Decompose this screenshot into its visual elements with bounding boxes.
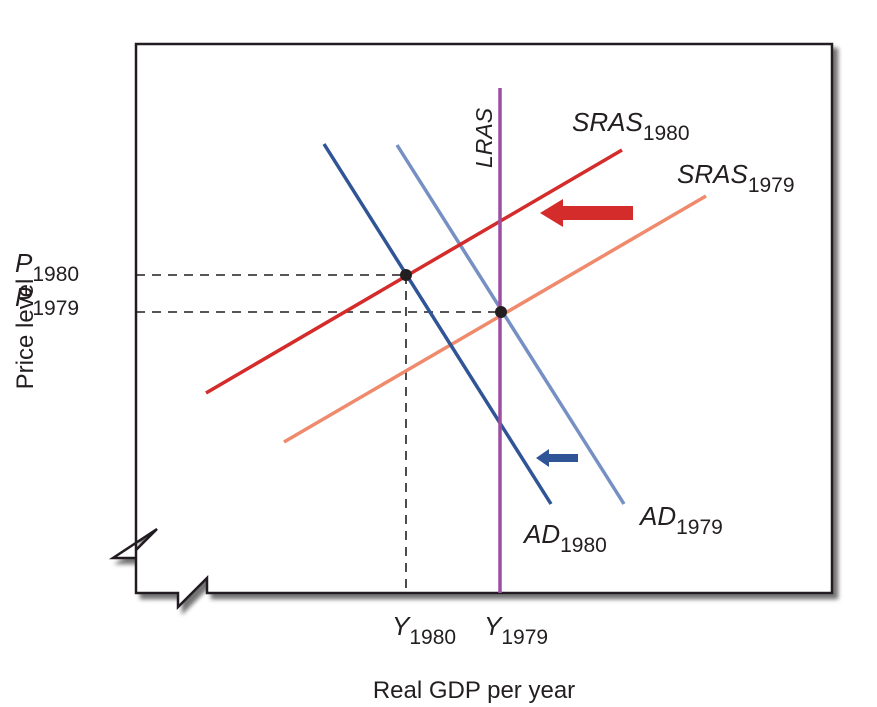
sras-1980-curve xyxy=(205,148,623,395)
ad-1980-curve xyxy=(322,143,553,505)
sras-1979-curve xyxy=(283,194,707,444)
lras-label: LRAS xyxy=(471,107,497,168)
p-1979-tick-label: P1979 xyxy=(15,282,79,320)
ad-1979-curve xyxy=(395,144,626,505)
y-axis-title: Price level xyxy=(12,279,39,390)
sras-shift-arrow xyxy=(540,199,633,227)
ad-shift-arrow xyxy=(536,449,578,467)
equilibrium-point-1980 xyxy=(400,269,412,281)
equilibrium-point-1979 xyxy=(495,306,507,318)
y-1979-tick-label: Y1979 xyxy=(484,611,548,649)
p-1980-tick-label: P1980 xyxy=(15,248,79,286)
ad-1979-label: AD1979 xyxy=(638,501,723,539)
sras-1980-label: SRAS1980 xyxy=(572,107,690,145)
y-1980-tick-label: Y1980 xyxy=(392,611,456,649)
x-axis-title: Real GDP per year xyxy=(373,677,575,704)
sras-1979-label: SRAS1979 xyxy=(677,159,795,197)
plot-frame xyxy=(108,42,834,611)
ad-1980-label: AD1980 xyxy=(522,519,607,557)
